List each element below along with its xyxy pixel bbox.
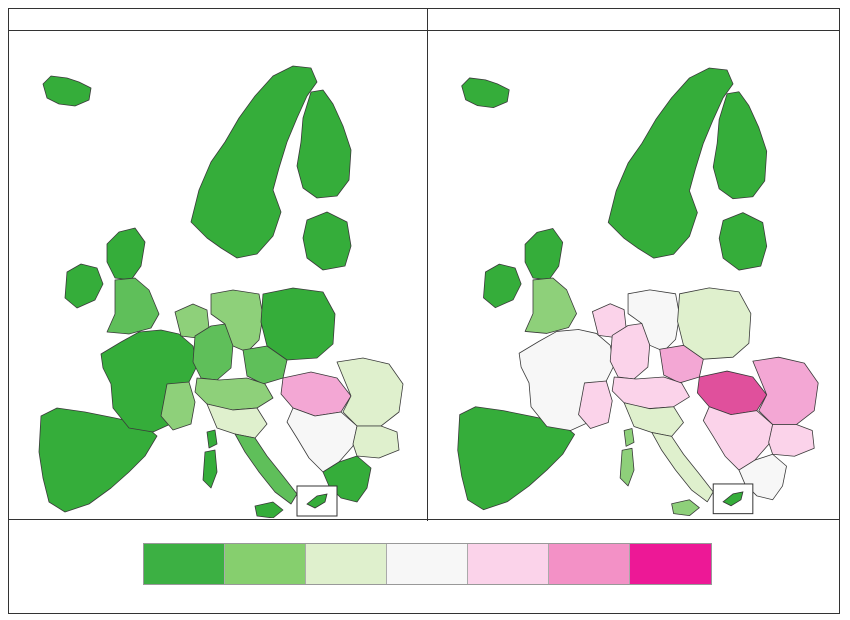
region-italy-n — [623, 402, 684, 437]
map-panel-right — [457, 67, 819, 517]
panel-title-left — [9, 9, 427, 31]
region-finland — [296, 89, 352, 199]
region-italy-s — [651, 432, 714, 503]
figure-frame — [8, 8, 840, 614]
region-sicily — [254, 501, 284, 518]
region-ireland — [64, 263, 104, 309]
region-poland — [677, 287, 752, 360]
region-uk-south — [524, 277, 577, 334]
region-iceland — [42, 75, 92, 107]
region-sicily — [671, 499, 700, 517]
region-italy-s — [234, 433, 298, 505]
legend-swatch-6 — [549, 544, 630, 584]
region-uk-south — [106, 277, 160, 335]
legend-swatch-5 — [468, 544, 549, 584]
color-legend — [143, 543, 712, 585]
region-corsica — [206, 429, 218, 449]
region-iberia — [457, 406, 575, 511]
region-uk-north — [106, 227, 146, 281]
region-france-se — [578, 380, 613, 429]
panel-divider — [427, 9, 429, 521]
region-cyprus — [722, 491, 744, 507]
region-scandinavia — [190, 65, 318, 259]
panel-title-right — [427, 9, 839, 31]
region-poland — [260, 287, 336, 361]
region-bulgaria — [352, 425, 400, 459]
region-baltics — [302, 211, 352, 271]
region-romania — [336, 357, 404, 427]
region-ireland — [483, 263, 522, 309]
legend-swatch-3 — [306, 544, 387, 584]
legend-swatch-1 — [144, 544, 225, 584]
region-germany-e — [627, 289, 680, 352]
region-romania — [752, 356, 819, 425]
region-cyprus — [306, 493, 328, 509]
region-germany-e — [210, 289, 264, 353]
region-france-se — [160, 381, 196, 431]
region-iberia — [38, 407, 158, 513]
map-panel-left — [38, 65, 404, 518]
legend-swatch-2 — [225, 544, 306, 584]
region-germany-w — [609, 323, 651, 380]
legend-swatch-4 — [387, 544, 468, 584]
region-hungary — [696, 370, 768, 416]
region-germany-w — [192, 323, 234, 381]
region-baltics — [718, 212, 768, 271]
region-alps — [611, 376, 690, 410]
region-sardinia — [202, 449, 218, 489]
region-hungary — [280, 371, 352, 417]
legend-divider — [9, 519, 839, 521]
region-bulgaria — [768, 424, 815, 457]
region-italy-n — [206, 403, 268, 439]
region-finland — [712, 91, 768, 200]
region-uk-north — [524, 228, 564, 281]
region-sardinia — [619, 447, 635, 487]
panel-title-row — [9, 9, 839, 31]
region-iceland — [461, 77, 510, 109]
legend-swatch-7 — [630, 544, 711, 584]
region-alps — [194, 377, 274, 411]
region-corsica — [623, 428, 635, 447]
region-scandinavia — [607, 67, 734, 259]
